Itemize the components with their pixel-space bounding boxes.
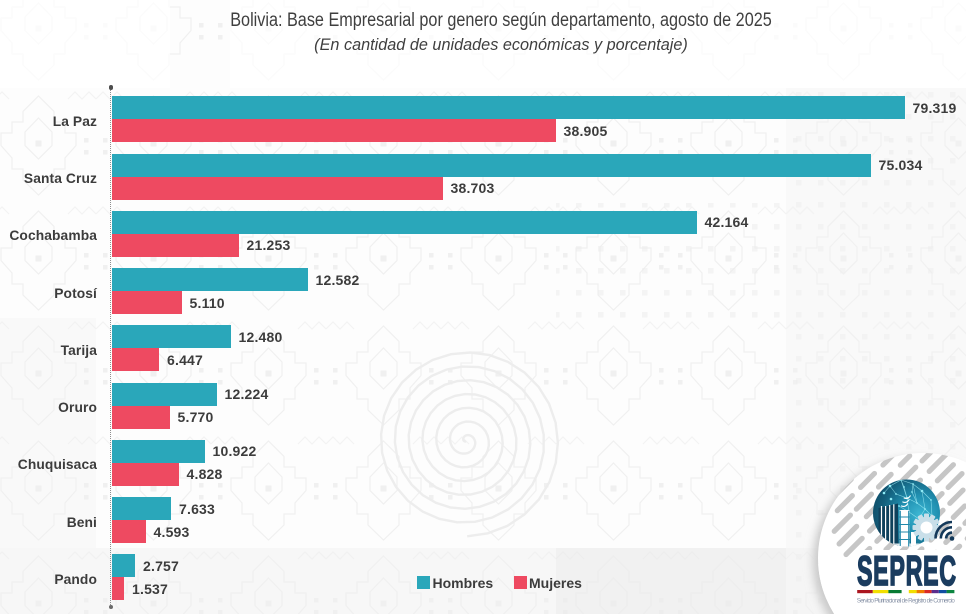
svg-text:SEPREC: SEPREC	[857, 549, 957, 595]
svg-text:Servicio Plurinacional de Regi: Servicio Plurinacional de Registro de Co…	[857, 598, 956, 605]
